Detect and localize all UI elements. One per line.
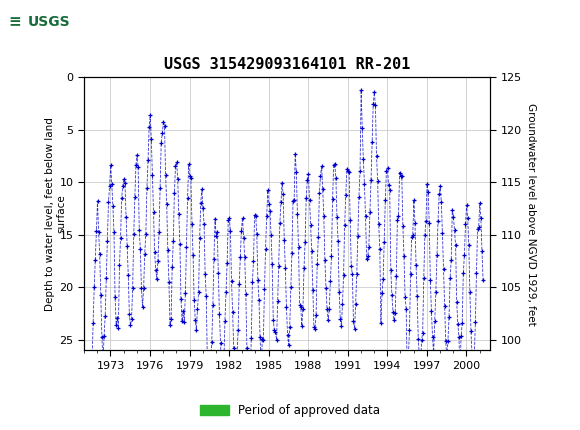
Text: ≡: ≡	[9, 14, 21, 29]
Y-axis label: Groundwater level above NGVD 1929, feet: Groundwater level above NGVD 1929, feet	[526, 102, 536, 326]
Title: USGS 315429093164101 RR-201: USGS 315429093164101 RR-201	[164, 57, 410, 72]
Y-axis label: Depth to water level, feet below land
surface: Depth to water level, feet below land su…	[45, 117, 66, 311]
Legend: Period of approved data: Period of approved data	[195, 399, 385, 422]
Bar	[3, 3, 78, 42]
Text: USGS: USGS	[28, 15, 70, 29]
